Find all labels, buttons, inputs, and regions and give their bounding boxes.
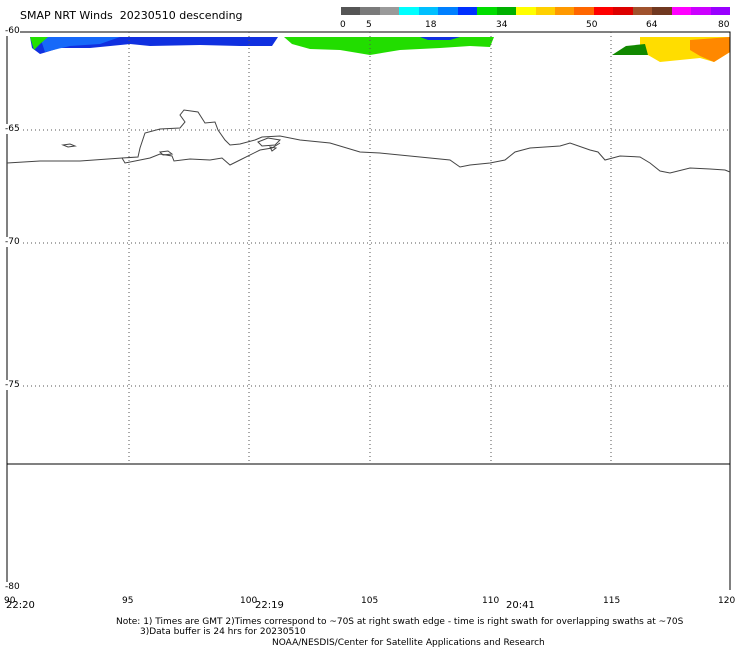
scale-swatch [516, 7, 536, 15]
scale-swatch [671, 7, 692, 15]
scale-swatch [574, 7, 594, 15]
antarctic-coastline [6, 109, 731, 174]
credit-line: NOAA/NESDIS/Center for Satellite Applica… [272, 638, 545, 648]
wind-swath-dark-green [612, 44, 648, 55]
scale-label: 18 [425, 20, 437, 30]
scale-swatch [341, 7, 361, 15]
wind-swath-light-blue [40, 37, 120, 52]
scale-swatch [593, 7, 614, 15]
lon-label: 120 [718, 596, 736, 606]
lat-label: -75 [5, 380, 20, 390]
scale-swatch [457, 7, 478, 15]
lon-label: 115 [603, 596, 621, 606]
scale-swatch [652, 7, 672, 15]
lon-label: 95 [122, 596, 134, 606]
lon-label: 105 [361, 596, 379, 606]
scale-swatch [613, 7, 633, 15]
wind-swath-blue-mid [420, 37, 460, 40]
scale-label: 50 [586, 20, 598, 30]
wind-swath-green-left [30, 37, 48, 50]
scale-swatch [418, 7, 439, 15]
lon-label: 110 [482, 596, 500, 606]
scale-swatch [496, 7, 517, 15]
lon-label: 90 [4, 596, 16, 606]
wind-swath-green [284, 37, 494, 55]
scale-label: 64 [646, 20, 658, 30]
swath-time: 22:20 [6, 600, 35, 611]
wind-swath-orange [690, 37, 730, 62]
swath-time: 20:41 [506, 600, 535, 611]
scale-swatch [399, 7, 419, 15]
grid-lines [7, 32, 730, 464]
scale-swatch [438, 7, 458, 15]
lat-label: -60 [5, 26, 20, 36]
lon-label: 100 [240, 596, 258, 606]
map-frame [6, 31, 731, 465]
wind-speed-color-scale [341, 7, 731, 15]
lat-label: -70 [5, 237, 20, 247]
scale-label: 80 [718, 20, 730, 30]
lat-label: -80 [5, 582, 20, 592]
scale-label: 34 [496, 20, 508, 30]
swath-time: 22:19 [255, 600, 284, 611]
scale-swatch [691, 7, 711, 15]
note-line: Note: 1) Times are GMT 2)Times correspon… [116, 617, 684, 627]
scale-label: 5 [366, 20, 372, 30]
scale-swatch [710, 7, 731, 15]
scale-swatch [632, 7, 653, 15]
scale-swatch [554, 7, 575, 15]
scale-swatch [360, 7, 380, 15]
scale-swatch [477, 7, 497, 15]
lat-label: -65 [5, 124, 20, 134]
note-line: 3)Data buffer is 24 hrs for 20230510 [140, 627, 306, 637]
scale-swatch [379, 7, 400, 15]
scale-swatch [535, 7, 555, 15]
scale-label: 0 [340, 20, 346, 30]
map-title: SMAP NRT Winds 20230510 descending [20, 9, 243, 22]
